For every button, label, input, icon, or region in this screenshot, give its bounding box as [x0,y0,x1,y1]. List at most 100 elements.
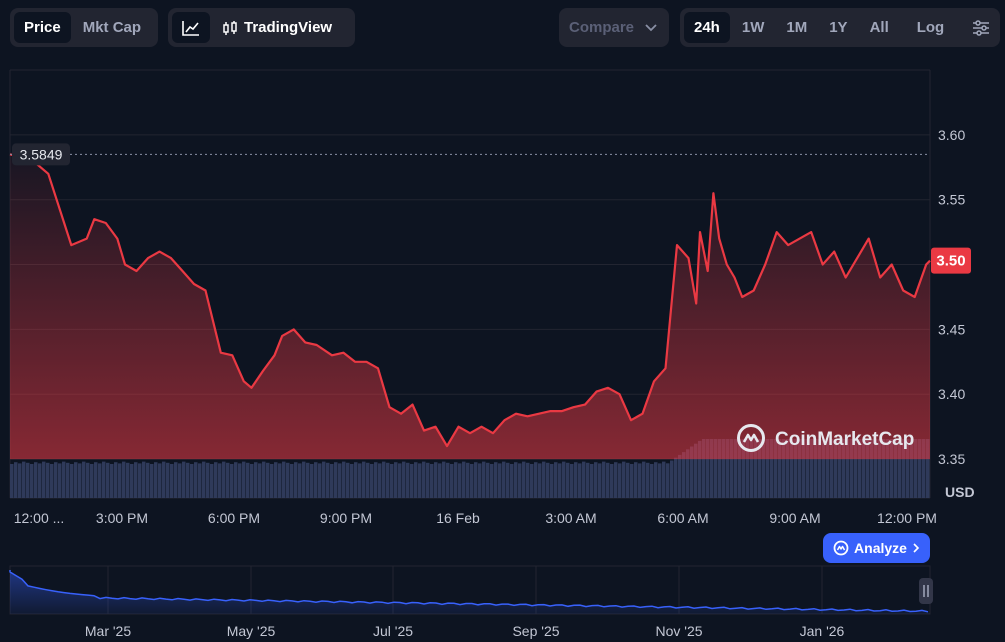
x-tick-label: 6:00 PM [208,510,260,526]
price-tab[interactable]: Price [14,12,71,43]
volume-bar [438,463,442,498]
volume-bar [902,439,906,498]
volume-bar [214,462,218,498]
navigator[interactable]: Mar '25 May '25 Jul '25 Sep '25 Nov '25 Jan '… [9,565,931,639]
volume-bar [530,464,534,498]
volume-bar [418,463,422,498]
tradingview-label: TradingView [244,19,333,36]
volume-bar [778,439,782,498]
volume-bar [918,439,922,498]
volume-bar [858,439,862,498]
sliders-icon [972,19,990,36]
volume-bar [638,463,642,498]
volume-bar [362,461,366,498]
range-toggle: 24h 1W 1M 1Y All Log [680,8,1000,47]
navigator-area [10,570,930,614]
navigator-tick-label: Jan '26 [800,623,845,639]
tradingview-button[interactable]: TradingView [212,12,342,43]
volume-bar [630,464,634,498]
volume-bar [566,462,570,498]
volume-bar [642,461,646,498]
volume-bar [598,463,602,498]
volume-bar [358,463,362,498]
volume-bar [526,462,530,498]
volume-bar [458,463,462,498]
volume-bar [346,462,350,498]
navigator-tick-label: Sep '25 [512,623,559,639]
volume-bar [670,460,674,498]
analyze-button[interactable]: Analyze [823,533,930,563]
compare-dropdown[interactable]: Compare [559,8,669,47]
x-tick-label: 16 Feb [436,510,480,526]
volume-bar [818,439,822,498]
candlestick-icon [222,20,238,36]
range-1y[interactable]: 1Y [829,19,848,36]
volume-bar [354,462,358,498]
volume-bar [498,463,502,498]
volume-bar [610,464,614,498]
volume-bar [10,464,14,498]
volume-bar [410,464,414,498]
volume-bar [890,439,894,498]
volume-bar [634,462,638,498]
x-tick-label: 12:00 PM [877,510,937,526]
volume-bar [898,439,902,498]
current-price-label: 3.50 [936,253,965,270]
range-all[interactable]: All [869,19,889,36]
volume-bar [682,452,686,498]
price-line[interactable] [9,153,931,448]
log-scale-button[interactable]: Log [916,19,945,36]
line-chart-button[interactable] [172,12,210,43]
volume-bar [102,461,106,498]
volume-bar [842,439,846,498]
volume-bar [134,462,138,498]
range-1m[interactable]: 1M [786,19,808,36]
volume-bar [678,454,682,498]
volume-bar [662,461,666,498]
volume-bar [626,462,630,498]
volume-bar [78,463,82,498]
volume-bar [306,462,310,498]
range-1w[interactable]: 1W [741,19,765,36]
volume-bar [922,439,926,498]
volume-bar [582,461,586,498]
y-tick-label: 3.40 [938,386,965,402]
volume-bar [658,463,662,498]
navigator-handle[interactable] [919,578,933,604]
volume-bar [66,462,70,498]
volume-bar [722,439,726,498]
chevron-down-icon [645,23,657,32]
volume-bar [50,464,54,498]
volume-bar [466,462,470,498]
volume-bar [646,462,650,498]
volume-bar [470,464,474,498]
volume-bar [486,462,490,498]
navigator-tick-label: May '25 [227,623,276,639]
volume-bar [342,461,346,498]
navigator-line [9,570,929,613]
volume-bar [554,462,558,498]
volume-bar [406,462,410,498]
volume-bar [174,462,178,498]
volume-bar [762,439,766,498]
volume-bar [654,462,658,498]
settings-button[interactable] [962,12,1000,43]
volume-bar [126,462,130,498]
volume-bar [558,463,562,498]
volume-bar [178,463,182,498]
range-24h[interactable]: 24h [684,12,730,43]
volume-bar [490,464,494,498]
navigator-tick-label: Jul '25 [373,623,413,639]
volume-bar [798,439,802,498]
coinmarketcap-icon [833,540,849,556]
volume-bar [754,439,758,498]
volume-bar [402,461,406,498]
volume-bar [690,446,694,498]
volume-bar [506,462,510,498]
volume-bar [602,461,606,498]
volume-bar [162,461,166,498]
volume-bar [138,463,142,498]
mkt-cap-tab[interactable]: Mkt Cap [82,19,142,36]
compare-label: Compare [569,19,635,36]
